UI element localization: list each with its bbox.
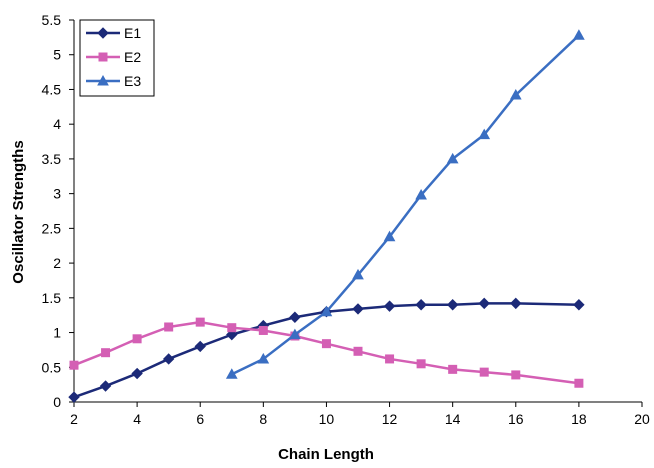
x-ticks: 2 4 6 8 10 12 14 16 18 20 bbox=[70, 402, 650, 427]
axes bbox=[73, 20, 642, 403]
y-tick-label: 0 bbox=[53, 394, 61, 410]
data-point-e2 bbox=[164, 322, 174, 332]
legend-marker-e1 bbox=[97, 27, 109, 39]
data-point-e1 bbox=[383, 300, 396, 312]
data-point-e2 bbox=[321, 339, 331, 349]
y-tick-label: 2.5 bbox=[42, 220, 62, 236]
data-point-e3 bbox=[478, 128, 491, 140]
series-line-e1 bbox=[73, 302, 579, 399]
legend: E1 E2 E3 bbox=[79, 19, 155, 97]
data-point-e3 bbox=[289, 328, 301, 340]
data-point-e3 bbox=[383, 230, 396, 242]
data-point-e2 bbox=[101, 348, 111, 358]
x-tick-label: 6 bbox=[196, 411, 204, 427]
series-layer bbox=[68, 29, 585, 403]
legend-label-e3: E3 bbox=[124, 73, 141, 89]
data-point-e3 bbox=[415, 188, 427, 200]
data-point-e1 bbox=[415, 299, 427, 311]
data-point-e3 bbox=[225, 368, 238, 379]
x-tick-label: 8 bbox=[259, 411, 267, 427]
x-tick-label: 16 bbox=[508, 411, 524, 427]
data-point-e3 bbox=[573, 29, 585, 40]
series-e3 bbox=[225, 29, 585, 379]
data-point-e1 bbox=[478, 297, 490, 310]
legend-marker-e2 bbox=[98, 52, 108, 62]
y-tick-label: 5.5 bbox=[42, 12, 62, 28]
data-point-e1 bbox=[131, 367, 143, 380]
y-tick-label: 3 bbox=[53, 186, 61, 202]
y-tick-label: 1.5 bbox=[42, 290, 62, 306]
data-point-e1 bbox=[99, 380, 112, 392]
data-point-e3 bbox=[257, 352, 270, 364]
x-tick-label: 2 bbox=[70, 411, 78, 427]
data-point-e1 bbox=[573, 299, 585, 311]
data-point-e2 bbox=[195, 317, 205, 327]
data-point-e3 bbox=[352, 268, 364, 280]
data-point-e2 bbox=[227, 323, 237, 333]
data-point-e1 bbox=[510, 297, 522, 310]
y-tick-label: 5 bbox=[53, 47, 61, 63]
x-tick-label: 10 bbox=[319, 411, 335, 427]
data-point-e2 bbox=[132, 334, 142, 344]
data-point-e1 bbox=[68, 391, 80, 403]
x-tick-label: 18 bbox=[571, 411, 587, 427]
data-point-e1 bbox=[446, 299, 459, 311]
y-tick-label: 1 bbox=[53, 325, 61, 341]
data-point-e2 bbox=[353, 346, 363, 356]
y-tick-label: 4 bbox=[53, 116, 61, 132]
y-tick-label: 3.5 bbox=[42, 151, 62, 167]
y-tick-label: 4.5 bbox=[42, 81, 62, 97]
series-line-e2 bbox=[73, 320, 580, 385]
data-point-e1 bbox=[162, 353, 175, 365]
series-e2 bbox=[69, 317, 584, 388]
x-tick-label: 4 bbox=[133, 411, 141, 427]
data-point-e2 bbox=[574, 378, 584, 388]
data-point-e2 bbox=[416, 359, 426, 369]
data-point-e2 bbox=[258, 325, 268, 335]
x-axis-title: Chain Length bbox=[278, 446, 374, 463]
data-point-e2 bbox=[448, 364, 458, 374]
data-point-e2 bbox=[385, 354, 395, 364]
y-ticks: 0 0.5 1 1.5 2 2.5 3 3.5 4 4.5 5 5.5 bbox=[42, 12, 74, 410]
y-axis-title: Oscillator Strengths bbox=[10, 140, 27, 283]
series-line-e3 bbox=[231, 34, 580, 376]
data-point-e2 bbox=[479, 367, 489, 377]
legend-marker-e3 bbox=[97, 74, 109, 86]
legend-label-e1: E1 bbox=[124, 25, 141, 41]
data-point-e3 bbox=[446, 152, 459, 164]
data-point-e1 bbox=[194, 340, 206, 353]
y-tick-label: 2 bbox=[53, 255, 61, 271]
data-point-e1 bbox=[352, 303, 364, 315]
data-point-e1 bbox=[289, 311, 301, 323]
legend-label-e2: E2 bbox=[124, 49, 141, 65]
x-tick-label: 12 bbox=[382, 411, 398, 427]
y-tick-label: 0.5 bbox=[42, 359, 62, 375]
data-point-e2 bbox=[511, 370, 521, 380]
data-point-e3 bbox=[509, 88, 522, 100]
data-point-e2 bbox=[69, 360, 79, 370]
data-point-e3 bbox=[320, 305, 333, 317]
x-tick-label: 20 bbox=[634, 411, 650, 427]
x-tick-label: 14 bbox=[445, 411, 461, 427]
